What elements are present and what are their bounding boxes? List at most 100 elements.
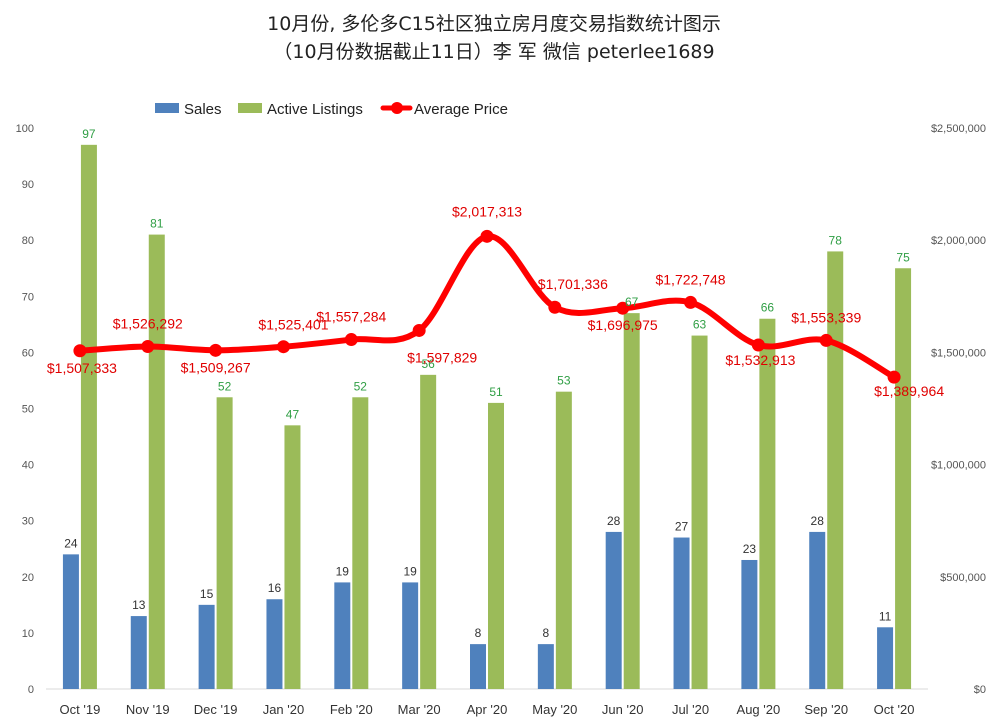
data-label-active-listings: 78 <box>829 233 843 247</box>
legend-swatch-active-listings <box>238 103 262 113</box>
y-left-tick-label: 50 <box>22 404 34 416</box>
point-average-price <box>684 295 698 309</box>
y-right-tick-label: $2,500,000 <box>931 123 986 135</box>
data-label-sales: 23 <box>743 542 757 556</box>
x-tick-label: Apr '20 <box>467 702 508 717</box>
bar-active-listings <box>80 144 97 689</box>
data-label-sales: 11 <box>879 609 892 623</box>
data-label-sales: 19 <box>336 564 350 578</box>
chart-title-line1: 10月份, 多伦多C15社区独立房月度交易指数统计图示 <box>267 13 721 35</box>
bar-sales <box>470 644 486 689</box>
y-left-tick-label: 20 <box>22 572 34 584</box>
bar-active-listings <box>352 397 369 689</box>
data-label-sales: 13 <box>132 598 146 612</box>
data-label-average-price: $1,532,913 <box>725 352 795 368</box>
data-label-sales: 16 <box>268 581 282 595</box>
point-average-price <box>480 229 494 243</box>
data-label-active-listings: 53 <box>557 374 571 388</box>
y-left-tick-label: 40 <box>22 460 34 472</box>
bar-sales <box>130 616 147 689</box>
bar-sales <box>62 554 79 689</box>
data-label-active-listings: 66 <box>761 301 775 315</box>
data-label-average-price: $1,526,292 <box>113 316 183 332</box>
bar-sales <box>877 627 894 689</box>
y-right-tick-label: $1,000,000 <box>931 460 986 472</box>
bars <box>62 144 912 690</box>
y-left-tick-label: 80 <box>22 235 34 247</box>
y-right-tick-label: $2,000,000 <box>931 235 986 247</box>
data-label-sales: 28 <box>607 514 621 528</box>
data-label-active-listings: 47 <box>286 407 300 421</box>
point-average-price <box>73 344 87 358</box>
data-label-sales: 27 <box>675 520 689 534</box>
data-label-sales: 8 <box>475 626 482 640</box>
data-label-average-price: $1,509,267 <box>181 359 251 375</box>
legend-label-active-listings: Active Listings <box>267 101 363 118</box>
data-label-average-price: $1,525,401 <box>258 317 328 333</box>
bar-active-listings <box>555 391 572 689</box>
data-label-sales: 28 <box>811 514 825 528</box>
data-label-average-price: $1,557,284 <box>316 309 386 325</box>
x-tick-label: Feb '20 <box>330 702 373 717</box>
bar-active-listings <box>148 234 165 689</box>
data-label-average-price: $1,722,748 <box>655 271 725 287</box>
data-label-average-price: $2,017,313 <box>452 203 522 219</box>
y-right-tick-label: $1,500,000 <box>931 347 986 359</box>
bar-active-listings <box>284 425 301 689</box>
y-right-tick-label: $500,000 <box>940 572 986 584</box>
bar-sales <box>334 582 351 689</box>
x-tick-label: Jul '20 <box>672 702 709 717</box>
point-average-price <box>276 340 290 354</box>
bar-sales <box>198 604 215 689</box>
point-average-price <box>819 333 833 347</box>
data-label-average-price: $1,597,829 <box>407 349 477 365</box>
bar-active-listings <box>216 397 233 689</box>
point-average-price <box>412 323 426 337</box>
data-label-sales: 19 <box>403 564 417 578</box>
legend-label-sales: Sales <box>184 101 222 118</box>
y-left-tick-label: 0 <box>28 684 34 696</box>
data-label-active-listings: 81 <box>150 217 164 231</box>
data-label-average-price: $1,507,333 <box>47 360 117 376</box>
data-label-active-listings: 52 <box>354 379 368 393</box>
x-tick-label: Jun '20 <box>602 702 644 717</box>
bar-sales <box>741 559 758 689</box>
y-right-tick-label: $0 <box>974 684 986 696</box>
data-label-active-listings: 56 <box>421 357 435 371</box>
data-label-active-listings: 63 <box>693 318 707 332</box>
x-tick-label: Oct '20 <box>874 702 915 717</box>
data-label-active-listings: 75 <box>896 250 910 264</box>
x-tick-label: Dec '19 <box>194 702 238 717</box>
point-average-price <box>548 300 562 314</box>
bar-sales <box>402 582 419 689</box>
bar-sales <box>809 531 826 689</box>
point-average-price <box>344 333 358 347</box>
bar-sales <box>266 599 283 689</box>
y-left-tick-label: 60 <box>22 347 34 359</box>
bar-active-listings <box>623 313 640 689</box>
point-average-price <box>616 301 630 315</box>
y-axis-left: 0 10 20 30 40 50 60 70 80 90 100 <box>16 123 34 696</box>
bar-active-listings <box>759 318 776 689</box>
x-tick-label: Sep '20 <box>804 702 848 717</box>
data-label-average-price: $1,696,975 <box>588 317 658 333</box>
point-average-price <box>209 343 223 357</box>
y-left-tick-label: 30 <box>22 516 34 528</box>
y-axis-right: $0 $500,000 $1,000,000 $1,500,000 $2,000,000… <box>931 123 986 696</box>
x-tick-label: Nov '19 <box>126 702 170 717</box>
point-average-price <box>751 338 765 352</box>
legend-marker-average-price <box>391 102 403 114</box>
x-tick-label: Oct '19 <box>60 702 101 717</box>
data-label-sales: 15 <box>200 587 214 601</box>
y-left-tick-label: 70 <box>22 291 34 303</box>
bar-sales <box>605 531 622 689</box>
y-left-tick-label: 90 <box>22 179 34 191</box>
data-label-active-listings: 97 <box>82 127 96 141</box>
data-label-active-listings: 52 <box>218 379 232 393</box>
x-tick-label: May '20 <box>532 702 577 717</box>
bar-sales <box>673 537 690 689</box>
chart-title-line2: （10月份数据截止11日）李 军 微信 peterlee1689 <box>273 41 714 63</box>
point-average-price <box>141 340 155 354</box>
